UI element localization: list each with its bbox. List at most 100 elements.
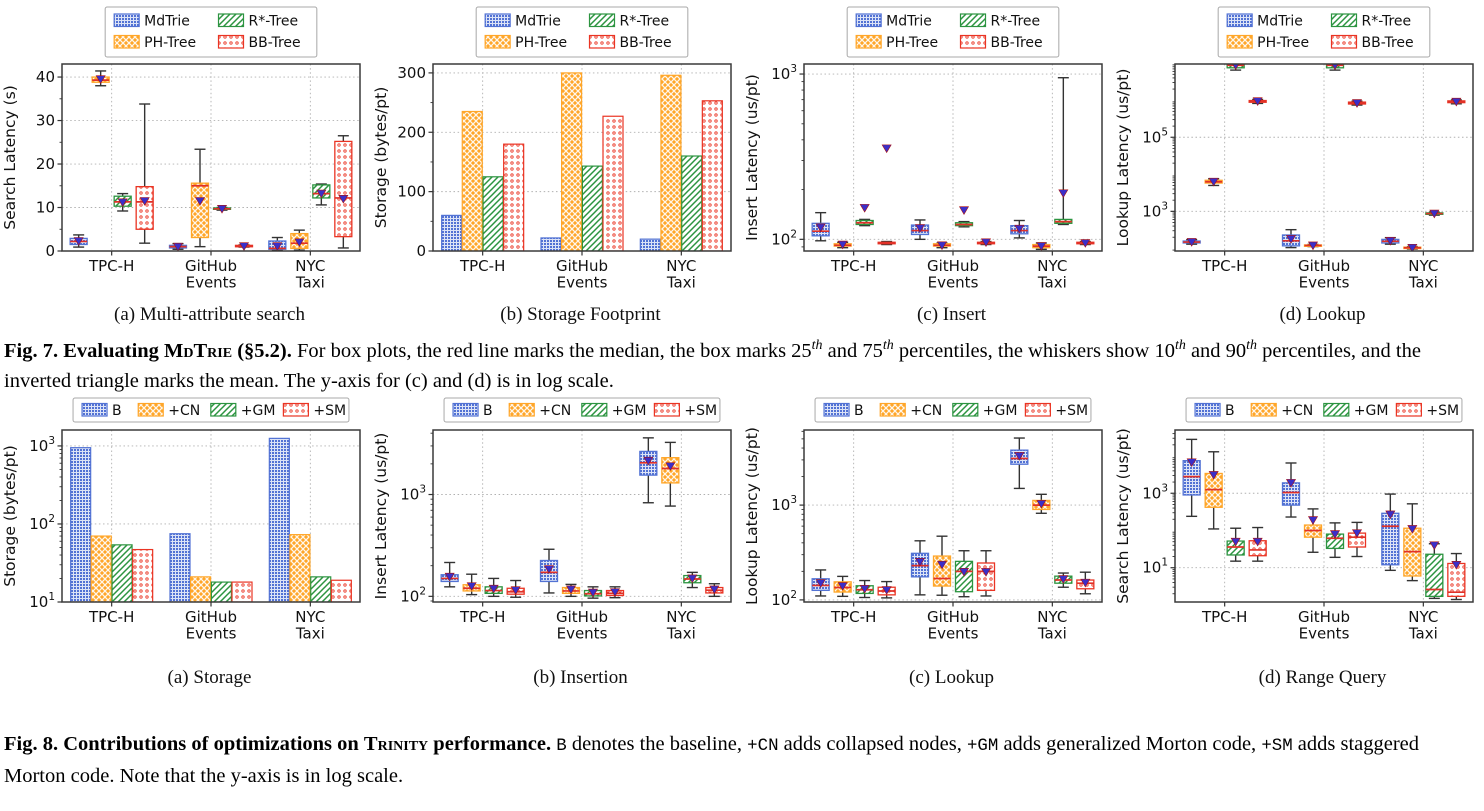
- mean-marker: [980, 238, 992, 248]
- mean-marker: [958, 567, 970, 577]
- mean-marker: [1407, 243, 1418, 251]
- mean-marker: [1329, 530, 1341, 539]
- mean-marker: [687, 574, 698, 584]
- mean-marker: [1451, 97, 1462, 107]
- legend-fig8-d: B +CN +GM +SM: [1185, 397, 1463, 423]
- caption-segment: performance.: [428, 733, 557, 755]
- svg-text:102: 102: [400, 585, 426, 605]
- mean-marker: [294, 238, 305, 248]
- box-MdTrie: [1281, 228, 1301, 249]
- mean-marker: [1186, 458, 1197, 468]
- legend-label: +SM: [684, 403, 717, 419]
- mean-marker: [936, 560, 948, 570]
- caption-segment: and 90: [1185, 340, 1247, 362]
- legend-swatch-PH-Tree: [484, 34, 511, 49]
- box-+CN: [1403, 503, 1422, 582]
- mean-marker: [1385, 237, 1396, 246]
- box-MdTrie: [1182, 238, 1201, 247]
- legend-swatch-+SM: [653, 402, 680, 417]
- svg-text:103: 103: [771, 494, 797, 514]
- legend-swatch-PH-Tree: [113, 34, 140, 49]
- legend-label: B: [854, 403, 864, 419]
- box-PH-Tree: [932, 241, 952, 251]
- legend-swatch-R*-Tree: [1330, 13, 1358, 28]
- legend-label: +GM: [612, 403, 647, 419]
- caption-segment: th: [1246, 338, 1258, 354]
- box-MdTrie: [268, 236, 287, 251]
- mean-marker: [1351, 99, 1363, 108]
- legend-swatch-B: [823, 402, 850, 417]
- box-+GM: [954, 550, 974, 598]
- bar-+SM: [231, 581, 253, 602]
- box-MdTrie: [811, 211, 830, 242]
- mean-marker: [139, 197, 150, 206]
- legend-label: MdTrie: [515, 13, 561, 29]
- svg-text:30: 30: [36, 112, 55, 130]
- mean-marker: [272, 242, 283, 251]
- mean-marker: [1385, 510, 1396, 520]
- legend-label: B: [112, 403, 122, 419]
- y-axis-label: Storage (bytes/pt): [1, 445, 19, 587]
- box-MdTrie: [168, 242, 188, 251]
- x-tick-label: NYC: [1408, 608, 1438, 626]
- box-+GM: [1054, 572, 1073, 588]
- box-PH-Tree: [190, 148, 210, 248]
- legend-swatch-+GM: [581, 402, 608, 417]
- legend-label: BB-Tree: [991, 35, 1043, 51]
- mean-marker: [815, 223, 826, 233]
- panel-fig8-d: 101 103 TPC-H GitHub Events NYC Taxi Search Lat…: [1113, 396, 1484, 689]
- mean-marker: [1014, 452, 1025, 461]
- mean-marker: [881, 586, 892, 595]
- box-B: [639, 437, 658, 504]
- legend-swatch-MdTrie: [1226, 13, 1253, 28]
- x-tick-label: TPC-H: [1201, 608, 1247, 626]
- box-MdTrie: [910, 219, 930, 241]
- box-R*-Tree: [1054, 77, 1073, 226]
- plot-area-fig7-c: [811, 77, 1095, 251]
- subcaption-fig8-b: (b) Insertion: [533, 667, 628, 688]
- mean-marker: [1036, 500, 1047, 509]
- box-+CN: [932, 535, 952, 596]
- x-tick-label: GitHub: [1298, 257, 1350, 275]
- panel-fig7-a: 0 10 20 30 40 TPC-H GitHub Events NYC Taxi Search …: [0, 4, 371, 326]
- bar-+CN: [289, 534, 311, 602]
- box-+GM: [1226, 527, 1245, 562]
- box-BB-Tree: [1447, 97, 1466, 107]
- mean-marker: [665, 462, 676, 471]
- mean-marker: [172, 242, 184, 251]
- box-+SM: [605, 586, 625, 599]
- mean-marker: [488, 584, 499, 594]
- box-R*-Tree: [954, 206, 974, 228]
- caption-segment: Trinity: [363, 733, 429, 755]
- legend-swatch-B: [81, 402, 108, 417]
- subcaption-fig8-a: (a) Storage: [167, 667, 252, 688]
- mean-marker: [1080, 578, 1091, 588]
- svg-text:10: 10: [36, 199, 55, 217]
- mean-marker: [643, 456, 654, 466]
- fig7-charts-row: 0 10 20 30 40 TPC-H GitHub Events NYC Taxi Search …: [0, 4, 1484, 326]
- legend-swatch-+SM: [282, 402, 309, 417]
- x-tick-label: TPC-H: [830, 608, 876, 626]
- mean-marker: [1232, 64, 1240, 71]
- bar-R*-Tree: [581, 165, 603, 251]
- legend-swatch-BB-Tree: [1330, 34, 1358, 49]
- mean-marker: [1429, 541, 1440, 551]
- mean-marker: [1036, 242, 1047, 251]
- legend-swatch-PH-Tree: [1226, 34, 1253, 49]
- box-+GM: [683, 571, 702, 589]
- box-+SM: [506, 579, 525, 598]
- legend-label: BB-Tree: [249, 35, 301, 51]
- mean-marker: [815, 579, 826, 588]
- box-+GM: [484, 577, 503, 598]
- box-MdTrie: [1010, 219, 1029, 239]
- caption-segment: +SM: [1261, 736, 1293, 756]
- box-B: [440, 561, 459, 588]
- mean-marker: [216, 205, 228, 214]
- bar-PH-Tree: [660, 74, 682, 251]
- mean-marker: [1451, 560, 1462, 570]
- panel-fig7-c: 102 103 TPC-H GitHub Events NYC Taxi Insert Lat…: [742, 4, 1113, 326]
